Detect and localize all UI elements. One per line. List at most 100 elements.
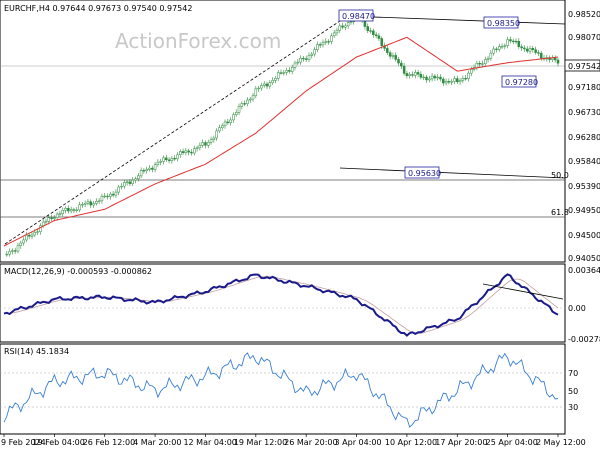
candle-body — [453, 78, 456, 82]
candle-body — [223, 121, 227, 127]
candle-body — [514, 40, 518, 43]
candle-body — [117, 186, 120, 193]
time-tick-label: 12 Mar 04:00 — [183, 438, 236, 447]
candle-body — [500, 46, 504, 48]
candle-body — [458, 80, 462, 83]
annotation-low: 0.95630 — [404, 166, 441, 179]
candle-body — [109, 193, 112, 197]
candle-body — [346, 22, 350, 27]
candle-body — [327, 41, 330, 43]
candle-body — [388, 52, 392, 57]
candle-body — [531, 48, 535, 50]
rsi-tick: 70 — [568, 369, 578, 378]
time-tick-label: 3 Apr 04:00 — [335, 438, 382, 447]
candle-body — [551, 57, 554, 60]
candle-body — [321, 42, 325, 46]
candle-body — [394, 55, 397, 60]
candle-body — [481, 63, 484, 65]
candle-body — [377, 35, 381, 39]
moving-average-line — [3, 36, 559, 247]
candle-body — [419, 73, 423, 78]
candle-body — [204, 142, 207, 146]
candle-body — [106, 195, 109, 198]
candle-body — [47, 217, 51, 222]
candle-body — [131, 179, 134, 184]
candle-body — [296, 61, 300, 64]
candle-body — [307, 55, 311, 60]
current-price-marker: 0.97542 — [564, 59, 600, 72]
candle-body — [44, 221, 48, 223]
candle-body — [447, 81, 451, 83]
fib-618-label: 61.8 — [551, 208, 569, 217]
candle-body — [553, 57, 557, 61]
candle-body — [229, 119, 232, 124]
candle-body — [495, 48, 498, 50]
candles — [5, 9, 560, 257]
candle-body — [497, 46, 501, 50]
candle-body — [344, 25, 347, 28]
candle-body — [61, 210, 65, 215]
candle-body — [302, 57, 305, 60]
candle-body — [69, 209, 73, 212]
candle-body — [114, 191, 118, 196]
candle-body — [41, 221, 45, 226]
top-trend-line — [345, 15, 566, 25]
candle-body — [330, 35, 333, 42]
price-panel — [0, 0, 566, 263]
candle-body — [11, 250, 14, 252]
candle-body — [212, 137, 216, 141]
candle-body — [274, 78, 277, 81]
macd-line — [3, 273, 559, 337]
candle-body — [95, 201, 98, 204]
price-tick: 0.94950 — [568, 206, 600, 215]
candle-body — [251, 95, 255, 100]
candle-body — [181, 151, 185, 154]
candle-body — [525, 48, 529, 52]
price-tick: 0.98520 — [568, 10, 600, 19]
candle-body — [461, 78, 465, 81]
candle-body — [33, 231, 37, 236]
svg-text:0.98350: 0.98350 — [487, 19, 520, 28]
annotation-high: 0.98470 — [338, 9, 375, 22]
fib-50-label: 50.0 — [551, 171, 569, 180]
candle-body — [290, 67, 294, 72]
candle-body — [276, 72, 280, 79]
candle-body — [456, 78, 459, 83]
candle-body — [265, 83, 269, 87]
time-tick-label: 19 Mar 12:00 — [234, 438, 287, 447]
macd-header: MACD(12,26,9) -0.000593 -0.000862 — [4, 267, 152, 276]
svg-text:0.97542: 0.97542 — [568, 62, 600, 71]
svg-text:0.95630: 0.95630 — [408, 169, 441, 178]
candle-body — [92, 203, 95, 206]
candle-body — [262, 83, 266, 86]
candle-body — [391, 55, 395, 57]
macd-tick: -0.002788 — [568, 335, 600, 344]
candle-body — [81, 204, 84, 206]
candle-body — [439, 76, 442, 80]
candle-body — [511, 40, 515, 43]
candle-body — [248, 98, 252, 101]
candle-body — [380, 38, 383, 46]
candle-body — [254, 88, 258, 97]
candle-body — [430, 75, 434, 80]
candle-body — [341, 25, 344, 28]
candle-body — [13, 250, 17, 252]
candle-body — [428, 78, 431, 81]
candle-body — [405, 73, 409, 76]
candle-body — [304, 58, 308, 60]
bottom-trend-line — [339, 167, 566, 179]
candle-body — [534, 49, 537, 53]
candle-body — [369, 30, 372, 32]
candle-body — [39, 225, 42, 232]
price-header: EURCHF,H4 0.97644 0.97673 0.97540 0.9754… — [4, 4, 192, 13]
candle-body — [198, 144, 202, 149]
time-tick-label: 10 Apr 12:00 — [385, 438, 437, 447]
candle-body — [100, 195, 104, 202]
macd-tick: 0.003641 — [568, 266, 600, 275]
candle-body — [486, 58, 490, 60]
candle-body — [470, 69, 473, 74]
candle-body — [83, 202, 87, 205]
candle-body — [137, 175, 140, 180]
candle-body — [425, 76, 428, 81]
candle-body — [506, 39, 509, 46]
